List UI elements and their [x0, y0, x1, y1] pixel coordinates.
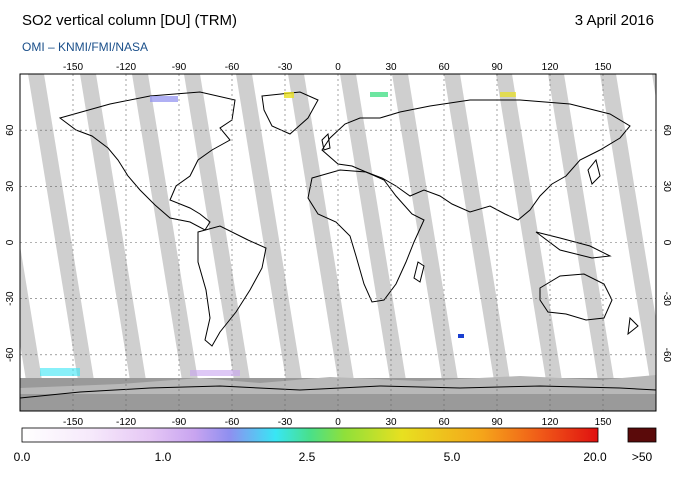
longitude-tick-label: -60	[225, 62, 240, 73]
signal-patch-arctic-na	[150, 96, 178, 102]
longitude-tick-label: -150	[63, 417, 83, 428]
latitude-tick-label: -30	[5, 291, 16, 306]
orbit-gap-stripe	[548, 74, 619, 411]
africa-coast	[307, 169, 425, 303]
colorbar-scale	[21, 427, 599, 443]
map-date: 3 April 2016	[574, 12, 654, 29]
longitude-tick-label: -60	[225, 417, 240, 428]
orbit-gap-stripe	[132, 74, 203, 411]
latitude-tick-label: -60	[5, 347, 16, 362]
latitude-tick-label: 0	[5, 239, 16, 245]
colorbar-over-box	[627, 427, 657, 443]
latitude-ticks-right: 60 30 0 -30 -60	[661, 125, 672, 363]
south-america-coast	[197, 225, 267, 347]
longitude-tick-label: -150	[63, 62, 83, 73]
north-america-coast	[58, 91, 236, 231]
longitude-tick-label: 90	[491, 417, 503, 428]
colorbar-label-2: 2.5	[298, 450, 316, 464]
colorbar-label-1: 1.0	[154, 450, 172, 464]
longitude-tick-label: -90	[172, 417, 187, 428]
greenland-coast	[261, 91, 319, 135]
longitude-tick-label: 120	[542, 62, 559, 73]
signal-patch-greenland	[284, 92, 294, 98]
longitude-tick-label: -120	[116, 417, 136, 428]
colorbar-label-3: 5.0	[443, 450, 461, 464]
latitude-tick-label: 30	[5, 180, 16, 192]
longitude-tick-label: 150	[595, 417, 612, 428]
longitude-ticks-top: -150 -120 -90 -60 -30 0 30 60 90 120 150	[63, 62, 612, 73]
latitude-tick-label: 60	[5, 124, 16, 136]
maritime-continent-coast	[535, 231, 612, 259]
latitude-tick-label: 0	[661, 240, 672, 246]
signal-patch-arctic-eu	[370, 92, 388, 97]
new-zealand-coast	[627, 316, 639, 336]
longitude-tick-label: 60	[438, 417, 450, 428]
longitude-tick-label: 30	[385, 417, 397, 428]
map-title: SO2 vertical column [DU] (TRM)	[22, 12, 238, 29]
orbit-gap-stripe	[600, 74, 656, 411]
longitude-tick-label: 150	[595, 62, 612, 73]
longitude-tick-label: 120	[542, 417, 559, 428]
longitude-ticks-bottom: -150 -120 -90 -60 -30 0 30 60 90 120 150	[63, 417, 612, 428]
orbit-gap-stripe	[444, 74, 515, 411]
latitude-tick-label: 30	[661, 181, 672, 193]
colorbar-label-4: 20.0	[583, 450, 607, 464]
eurasia-coast	[321, 99, 631, 221]
signal-patch-indian-ocean	[458, 334, 464, 338]
longitude-tick-label: -120	[116, 62, 136, 73]
orbit-gap-stripe	[288, 74, 359, 411]
longitude-tick-label: 0	[335, 62, 341, 73]
orbit-gap-stripe	[652, 74, 656, 99]
orbit-gap-stripe	[184, 74, 255, 411]
latitude-tick-label: -60	[661, 348, 672, 363]
longitude-tick-label: -30	[278, 417, 293, 428]
australia-coast	[539, 273, 613, 321]
latitude-tick-label: 60	[661, 125, 672, 137]
madagascar-coast	[413, 261, 425, 283]
signal-patch-arctic-asia	[500, 92, 516, 97]
longitude-tick-label: 0	[335, 417, 341, 428]
data-credit: OMI – KNMI/FMI/NASA	[22, 40, 149, 54]
longitude-tick-label: 30	[385, 62, 397, 73]
longitude-tick-label: 90	[491, 62, 503, 73]
coastlines	[20, 91, 656, 399]
so2-signal-patches	[40, 92, 516, 376]
longitude-tick-label: -90	[172, 62, 187, 73]
latitude-tick-label: -30	[661, 291, 672, 306]
colorbar-label-0: 0.0	[13, 450, 31, 464]
signal-patch-south-atlantic	[190, 370, 240, 376]
orbit-gap-stripe	[392, 74, 463, 411]
longitude-tick-label: 60	[438, 62, 450, 73]
signal-patch-south-pacific	[40, 368, 80, 376]
orbit-gap-stripe	[28, 74, 99, 411]
uk-coast	[321, 132, 331, 151]
longitude-tick-label: -30	[278, 62, 293, 73]
latitude-ticks-left: 60 30 0 -30 -60	[5, 124, 16, 362]
colorbar-over-label: >50	[631, 450, 653, 464]
orbit-gap-stripe	[20, 245, 47, 411]
graticule	[20, 74, 656, 411]
map-frame	[19, 73, 657, 412]
antarctica-coast	[20, 385, 656, 399]
japan-coast	[587, 158, 601, 185]
